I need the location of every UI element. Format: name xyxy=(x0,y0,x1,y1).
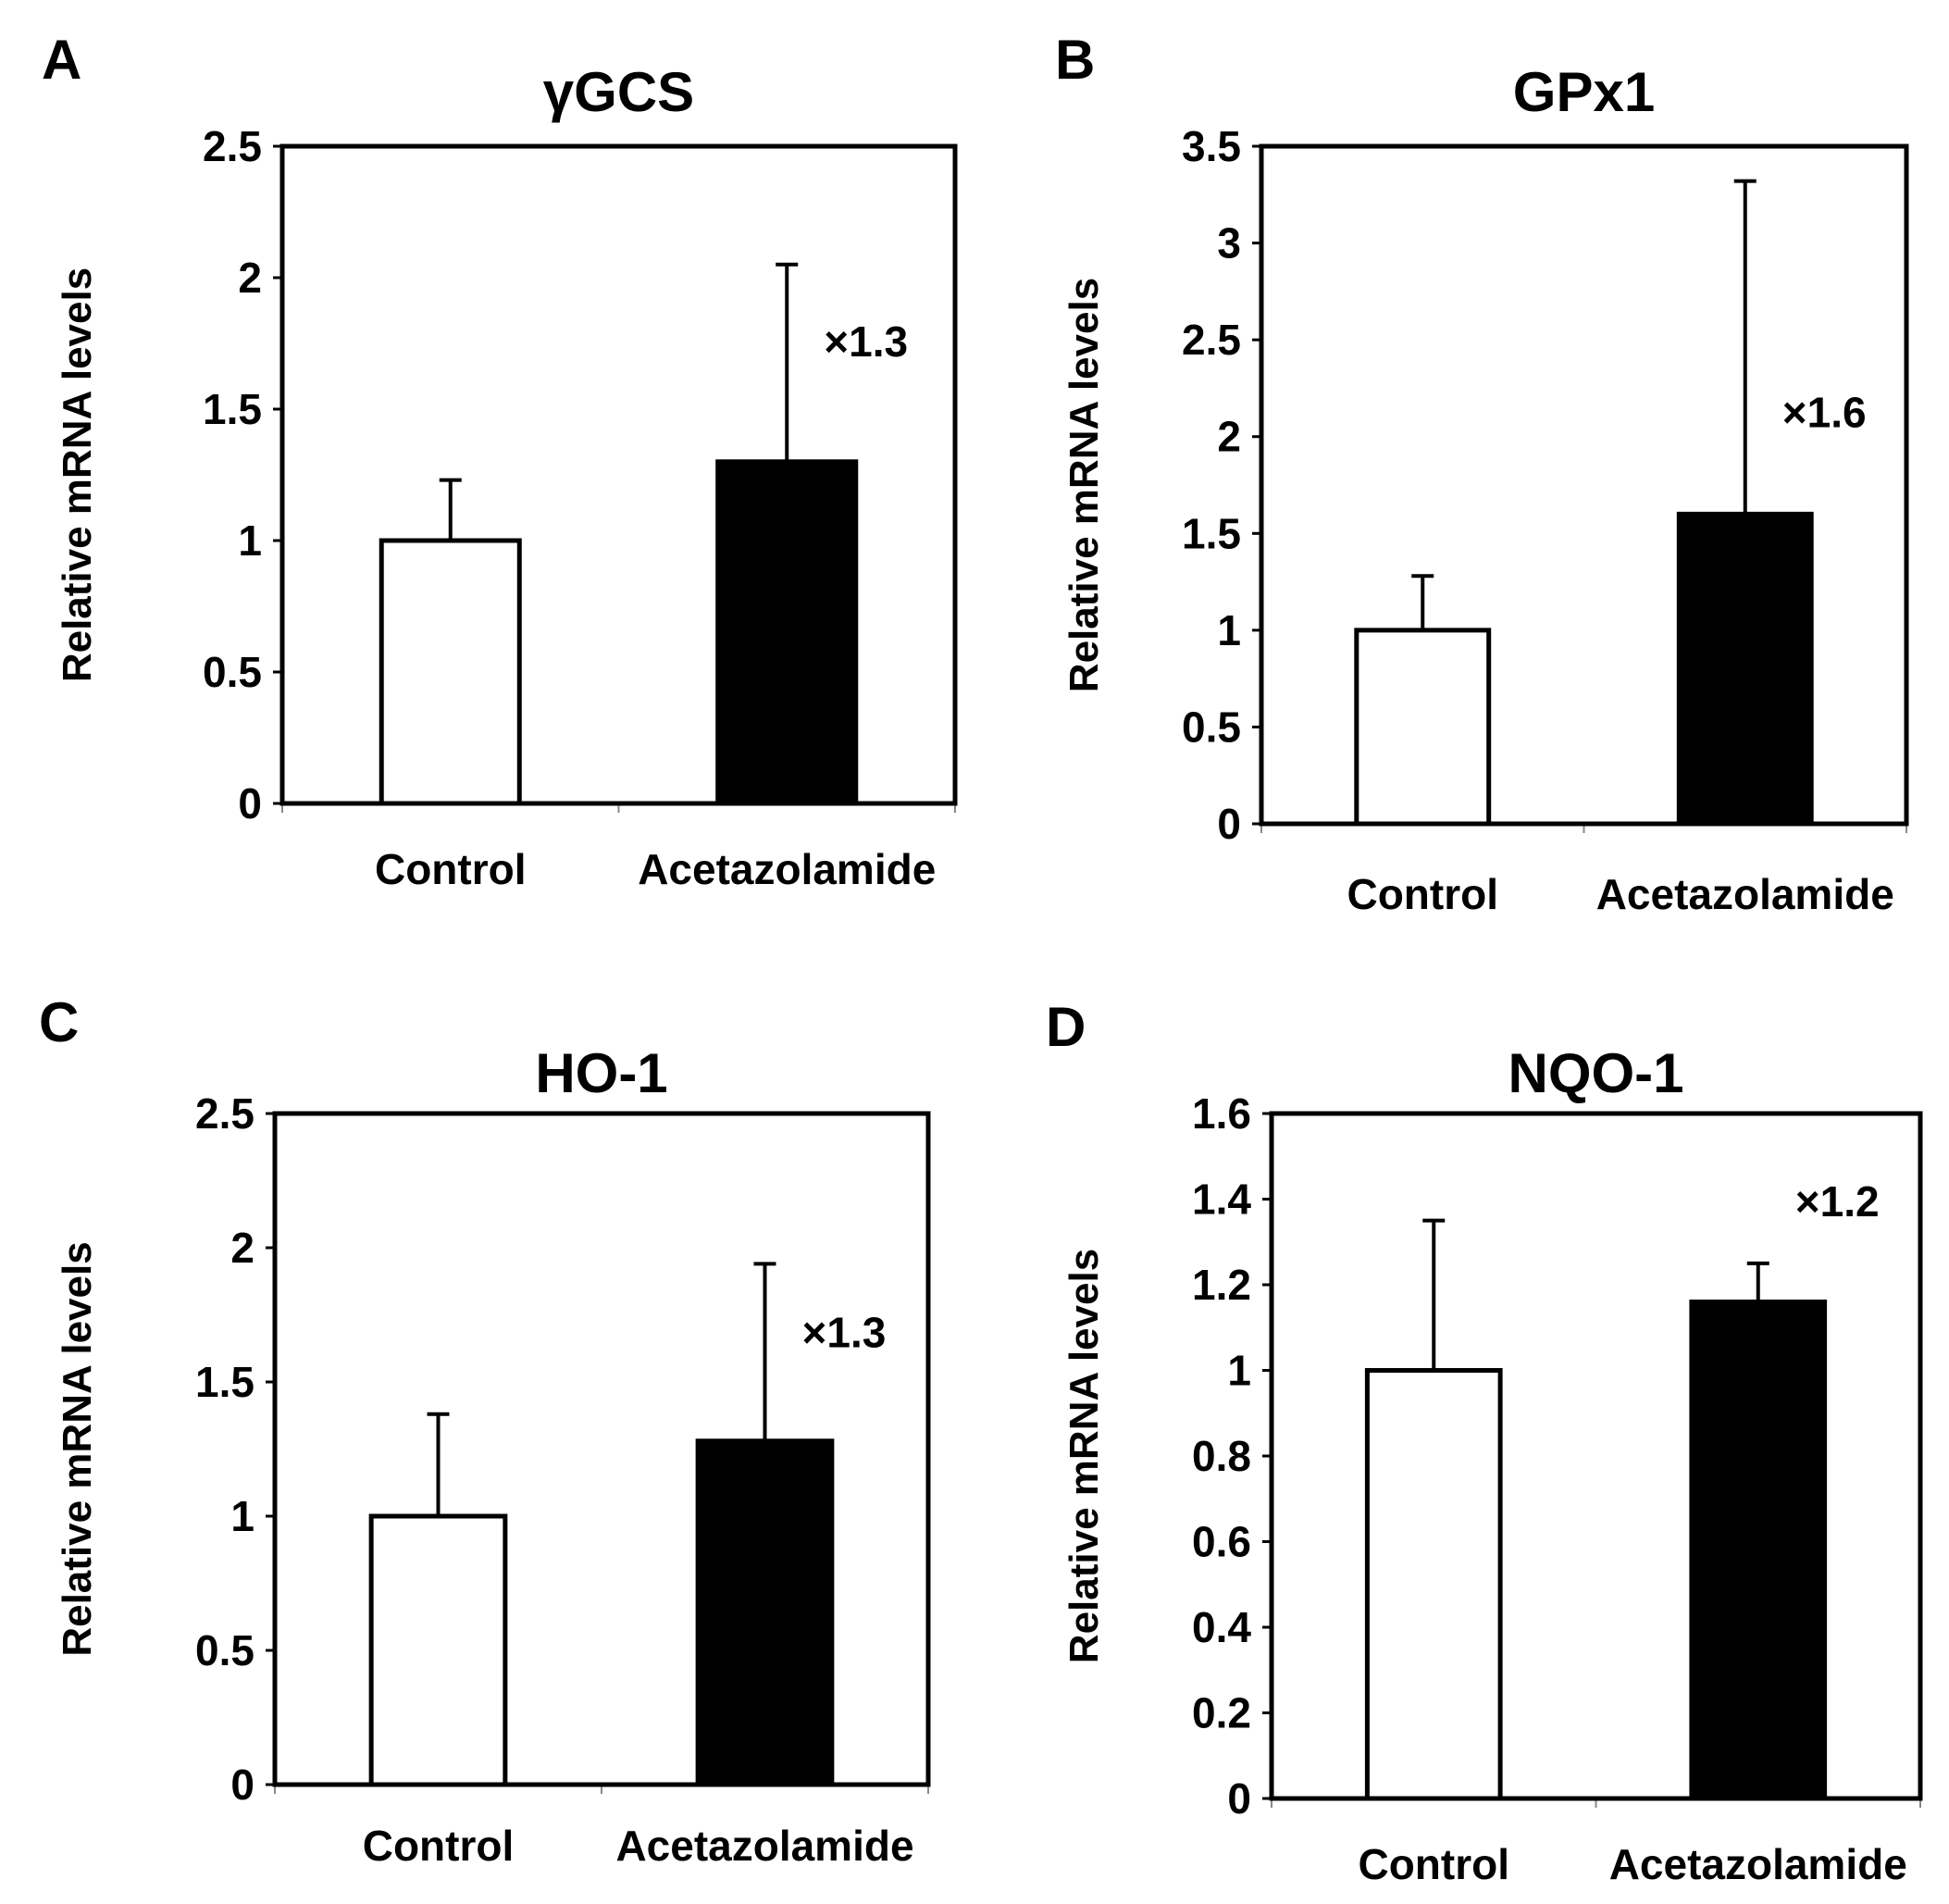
bar-control xyxy=(368,1513,508,1787)
plot-frame xyxy=(1269,1111,1923,1801)
category-label: Acetazolamide xyxy=(1609,1840,1907,1888)
y-tick-label: 1.5 xyxy=(1182,509,1241,557)
chart-panel-b: B GPx1 Relative mRNA levels 0 0.5 1 1.5 2 2.5 3 3.… xyxy=(1055,29,1909,918)
y-tick-label: 0.6 xyxy=(1192,1518,1251,1566)
y-tick-label: 0.4 xyxy=(1192,1603,1251,1651)
y-tick-label: 1 xyxy=(1217,606,1241,654)
y-tick-label: 1.4 xyxy=(1192,1176,1251,1224)
y-tick-label: 2 xyxy=(1217,413,1241,461)
category-label: Acetazolamide xyxy=(638,845,936,893)
plot-frame xyxy=(272,1111,931,1787)
fold-change-annotation: ×1.3 xyxy=(824,317,908,366)
plot-frame xyxy=(1259,143,1909,827)
y-tick-label: 0 xyxy=(1227,1774,1251,1823)
bar-control xyxy=(1354,628,1492,827)
y-tick-label: 3 xyxy=(1217,219,1241,268)
bar-control xyxy=(379,538,522,806)
y-tick-label: 2 xyxy=(230,1224,254,1272)
y-axis-label: Relative mRNA levels xyxy=(55,1241,100,1656)
y-tick-label: 0.2 xyxy=(1192,1689,1251,1737)
y-tick-label: 1.2 xyxy=(1192,1261,1251,1309)
y-tick-label: 0.5 xyxy=(203,648,262,696)
y-tick-label: 3.5 xyxy=(1182,122,1241,170)
plot-frame xyxy=(279,143,958,806)
y-axis-label: Relative mRNA levels xyxy=(55,268,100,682)
y-tick-label: 1 xyxy=(230,1492,254,1540)
panel-letter: D xyxy=(1046,996,1086,1058)
chart-title: γGCS xyxy=(543,61,694,123)
y-tick-label: 0 xyxy=(1217,800,1241,848)
y-tick-label: 2.5 xyxy=(203,122,262,170)
fold-change-annotation: ×1.2 xyxy=(1795,1177,1880,1226)
y-tick-label: 0.5 xyxy=(195,1626,254,1674)
bar-acetazolamide xyxy=(1676,511,1814,827)
y-tick-label: 2.5 xyxy=(195,1089,254,1138)
chart-panel-d: D NQO-1 Relative mRNA levels 0 0.2 0.4 0.6 0.8 1… xyxy=(1046,996,1923,1888)
category-label: Acetazolamide xyxy=(615,1822,913,1870)
y-axis-label: Relative mRNA levels xyxy=(1061,278,1107,692)
chart-title: NQO-1 xyxy=(1508,1042,1683,1104)
y-axis-label: Relative mRNA levels xyxy=(1061,1249,1107,1663)
bar-acetazolamide xyxy=(715,459,859,806)
panel-letter: A xyxy=(42,29,81,91)
panel-letter: C xyxy=(39,991,79,1053)
y-tick-label: 1.5 xyxy=(203,385,262,433)
y-tick-label: 0.5 xyxy=(1182,703,1241,751)
y-tick-label: 0 xyxy=(230,1761,254,1809)
category-label: Control xyxy=(375,845,527,893)
chart-title: GPx1 xyxy=(1513,61,1655,123)
category-label: Control xyxy=(363,1822,515,1870)
y-tick-label: 1 xyxy=(1227,1347,1251,1395)
y-tick-label: 1.5 xyxy=(195,1358,254,1406)
category-label: Acetazolamide xyxy=(1596,870,1894,918)
bar-control xyxy=(1364,1368,1503,1801)
bar-acetazolamide xyxy=(695,1438,835,1787)
y-tick-label: 0.8 xyxy=(1192,1432,1251,1480)
y-tick-label: 1.6 xyxy=(1192,1089,1251,1138)
fold-change-annotation: ×1.6 xyxy=(1782,388,1867,436)
y-tick-label: 2 xyxy=(238,254,262,302)
fold-change-annotation: ×1.3 xyxy=(802,1308,887,1356)
category-label: Control xyxy=(1347,870,1498,918)
y-tick-label: 2.5 xyxy=(1182,316,1241,364)
y-tick-label: 0 xyxy=(238,779,262,828)
chart-title: HO-1 xyxy=(535,1042,667,1104)
bar-acetazolamide xyxy=(1689,1300,1828,1801)
panel-letter: B xyxy=(1055,29,1095,91)
chart-panel-c: C HO-1 Relative mRNA levels 0 0.5 1 1.5 2 2.5 Con… xyxy=(39,991,931,1870)
y-tick-label: 1 xyxy=(238,516,262,565)
category-label: Control xyxy=(1358,1840,1509,1888)
